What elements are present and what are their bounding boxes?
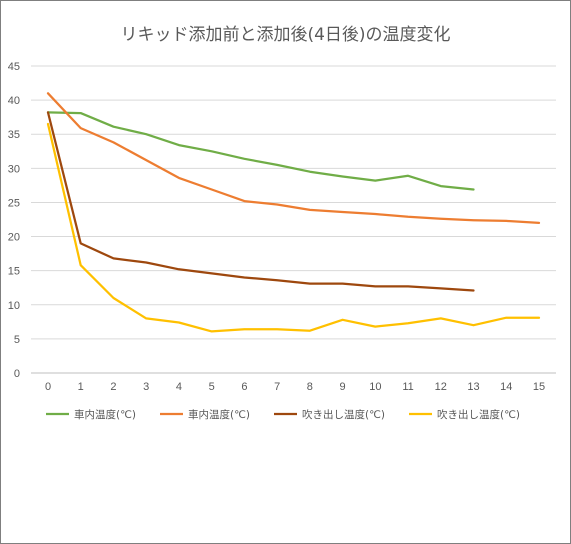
legend-label: 車内温度(℃) — [74, 408, 136, 421]
legend-label: 吹き出し温度(℃) — [437, 408, 520, 421]
y-tick-label: 40 — [8, 95, 20, 107]
y-tick-label: 35 — [8, 129, 20, 141]
y-tick-label: 45 — [8, 61, 20, 73]
x-tick-label: 0 — [45, 381, 51, 393]
y-tick-label: 25 — [8, 197, 20, 209]
x-tick-label: 11 — [402, 381, 413, 393]
x-tick-label: 2 — [110, 381, 116, 393]
legend-label: 車内温度(℃) — [188, 408, 250, 421]
x-tick-label: 7 — [274, 381, 280, 393]
legend: 車内温度(℃) 車内温度(℃) 吹き出し温度(℃) 吹き出し温度(℃) — [46, 408, 520, 421]
series-line-2 — [46, 92, 541, 225]
legend-label: 吹き出し温度(℃) — [302, 408, 385, 421]
y-tick-label: 30 — [8, 163, 20, 175]
series-line-3 — [46, 111, 475, 292]
x-tick-label: 10 — [369, 381, 381, 393]
y-tick-label: 5 — [14, 334, 20, 346]
chart-title: リキッド添加前と添加後(4日後)の温度変化 — [120, 25, 451, 45]
x-tick-label: 15 — [533, 381, 545, 393]
y-tick-label: 0 — [14, 368, 20, 380]
series-lines — [46, 92, 541, 333]
x-tick-label: 3 — [143, 381, 149, 393]
y-tick-label: 20 — [8, 232, 20, 244]
x-tick-label: 6 — [241, 381, 247, 393]
x-tick-label: 8 — [307, 381, 313, 393]
x-tick-label: 5 — [209, 381, 215, 393]
series-line-1 — [46, 111, 475, 191]
x-tick-label: 13 — [467, 381, 479, 393]
y-axis-ticks: 0 5 10 15 20 25 30 35 40 45 — [8, 61, 20, 380]
y-tick-label: 10 — [8, 300, 20, 312]
x-axis-ticks: 0 1 2 3 4 5 6 7 8 9 10 11 12 13 14 15 — [45, 381, 545, 393]
x-tick-label: 9 — [340, 381, 346, 393]
x-tick-label: 4 — [176, 381, 182, 393]
x-tick-label: 14 — [500, 381, 512, 393]
series-line-4 — [46, 122, 541, 333]
x-tick-label: 12 — [435, 381, 447, 393]
x-tick-label: 1 — [78, 381, 84, 393]
y-tick-label: 15 — [8, 266, 20, 278]
